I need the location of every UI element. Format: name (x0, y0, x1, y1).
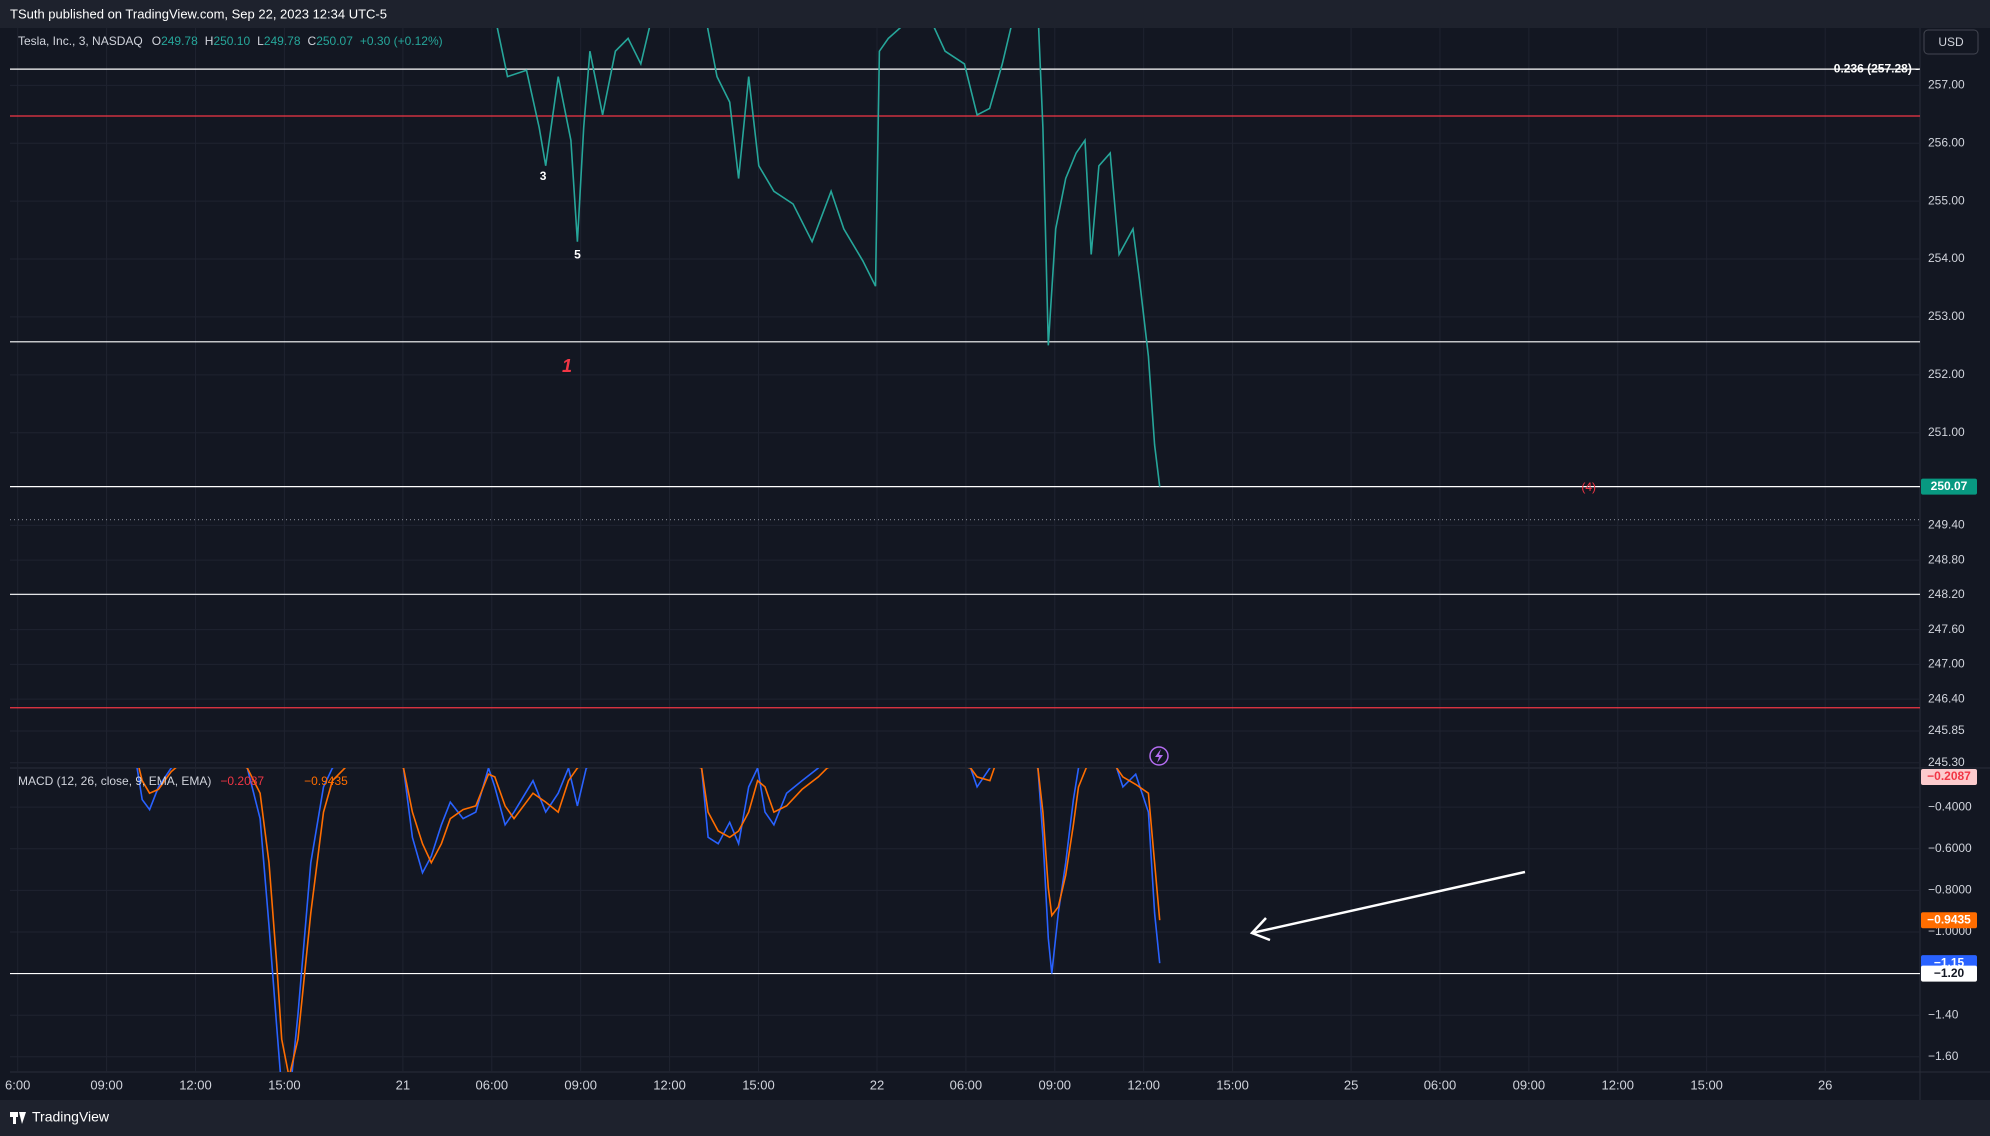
pane (10, 768, 1920, 1072)
y-tick-label: −0.4000 (1928, 799, 1972, 813)
x-tick-label: 15:00 (742, 1077, 775, 1092)
legend: Tesla, Inc., 3, NASDAQ O249.78 H250.10 L249… (18, 34, 443, 48)
legend-item: 250.07 (316, 34, 353, 48)
x-tick-label: 12:00 (1601, 1077, 1634, 1092)
chart-layer: 6:00 09:00 12:00 15:00 21 06:00 09:00 12:00 15:0… (5, 28, 1977, 1092)
x-tick-label: 12:00 (1127, 1077, 1160, 1092)
x-tick-label: 06:00 (1424, 1077, 1457, 1092)
legend-item: MACD (12, 26, close, 9, EMA, EMA) (18, 774, 211, 788)
y-tick-label: −1.40 (1928, 1007, 1959, 1021)
pane (10, 28, 1920, 764)
y-tick-label: 248.80 (1928, 552, 1965, 566)
x-tick-label: 12:00 (179, 1077, 212, 1092)
bottom-bar (0, 1100, 1990, 1136)
legend-item: +0.30 (+0.12%) (360, 34, 443, 48)
arrow (1249, 870, 1526, 942)
x-tick-label: 22 (870, 1077, 884, 1092)
currency-button[interactable] (1923, 29, 1979, 55)
price-badge (1921, 912, 1977, 929)
brand-logo (10, 1112, 26, 1124)
y-tick-label: 251.00 (1928, 425, 1965, 439)
x-tick-label: 12:00 (653, 1077, 686, 1092)
y-tick-label: 247.00 (1928, 657, 1965, 671)
legend-item: O (152, 34, 161, 48)
y-tick-label: −0.8000 (1928, 883, 1972, 897)
x-tick-label: 06:00 (476, 1077, 509, 1092)
annotation: (4) (1581, 480, 1596, 494)
x-tick-label: 09:00 (1513, 1077, 1546, 1092)
price-badge (1921, 478, 1977, 495)
alert-icon[interactable] (1149, 746, 1169, 766)
top-bar (0, 0, 1990, 28)
x-tick-label: 09:00 (1039, 1077, 1072, 1092)
y-tick-label: 256.00 (1928, 135, 1965, 149)
x-tick-label: 15:00 (268, 1077, 301, 1092)
price-badge-label: −0.2087 (1927, 769, 1971, 783)
x-tick-label: 21 (396, 1077, 410, 1092)
data-line (138, 768, 1161, 1072)
legend-item: 249.78 (264, 34, 301, 48)
publisher: TSuth published on TradingView.com, Sep … (10, 6, 387, 21)
x-tick-label: 15:00 (1690, 1077, 1723, 1092)
x-tick-label: 26 (1818, 1077, 1832, 1092)
x-tick-label: 09:00 (90, 1077, 123, 1092)
legend-item: −0.9435 (304, 774, 348, 788)
currency[interactable]: USD (1938, 35, 1964, 49)
price-badge-label: 250.07 (1931, 479, 1968, 493)
x-tick-label: 15:00 (1216, 1077, 1249, 1092)
price-badge (1921, 769, 1977, 785)
annotation: 3 (540, 169, 547, 183)
y-tick-label: 245.30 (1928, 755, 1965, 769)
y-tick-label: 257.00 (1928, 77, 1965, 91)
legend: MACD (12, 26, close, 9, EMA, EMA) −0.2087… (18, 774, 348, 788)
y-tick-label: 255.00 (1928, 193, 1965, 207)
annotation: 0.236 (257.28) - (1834, 61, 1919, 75)
legend-item: −0.2087 (220, 774, 264, 788)
data-line (496, 28, 1161, 487)
x-tick-label: 25 (1344, 1077, 1358, 1092)
price-badge-label: −1.20 (1934, 966, 1965, 980)
price-badge-label: −0.9435 (1927, 912, 1971, 926)
y-tick-label: 253.00 (1928, 309, 1965, 323)
y-tick-label: 247.60 (1928, 622, 1965, 636)
legend-item: C (308, 34, 317, 48)
legend-item: 250.10 (213, 34, 250, 48)
x-tick-label: 09:00 (564, 1077, 597, 1092)
y-tick-label: −1.60 (1928, 1049, 1959, 1063)
legend-item: H (205, 34, 214, 48)
y-tick-label: −0.6000 (1928, 841, 1972, 855)
y-tick-label: 254.00 (1928, 251, 1965, 265)
price-badge (1921, 965, 1977, 982)
x-tick-label: 6:00 (5, 1077, 30, 1092)
legend-item: Tesla, Inc., 3, NASDAQ (18, 34, 143, 48)
y-tick-label: 249.40 (1928, 518, 1965, 532)
brand: TradingView (32, 1109, 110, 1125)
annotation: 5 (574, 248, 581, 262)
y-tick-label: 246.40 (1928, 691, 1965, 705)
legend-item: L (257, 34, 264, 48)
y-tick-label: 245.85 (1928, 723, 1965, 737)
annotation: 1 (562, 356, 572, 376)
x-tick-label: 06:00 (950, 1077, 983, 1092)
y-tick-label: 248.20 (1928, 587, 1965, 601)
y-tick-label: 252.00 (1928, 367, 1965, 381)
legend-item: 249.78 (161, 34, 198, 48)
